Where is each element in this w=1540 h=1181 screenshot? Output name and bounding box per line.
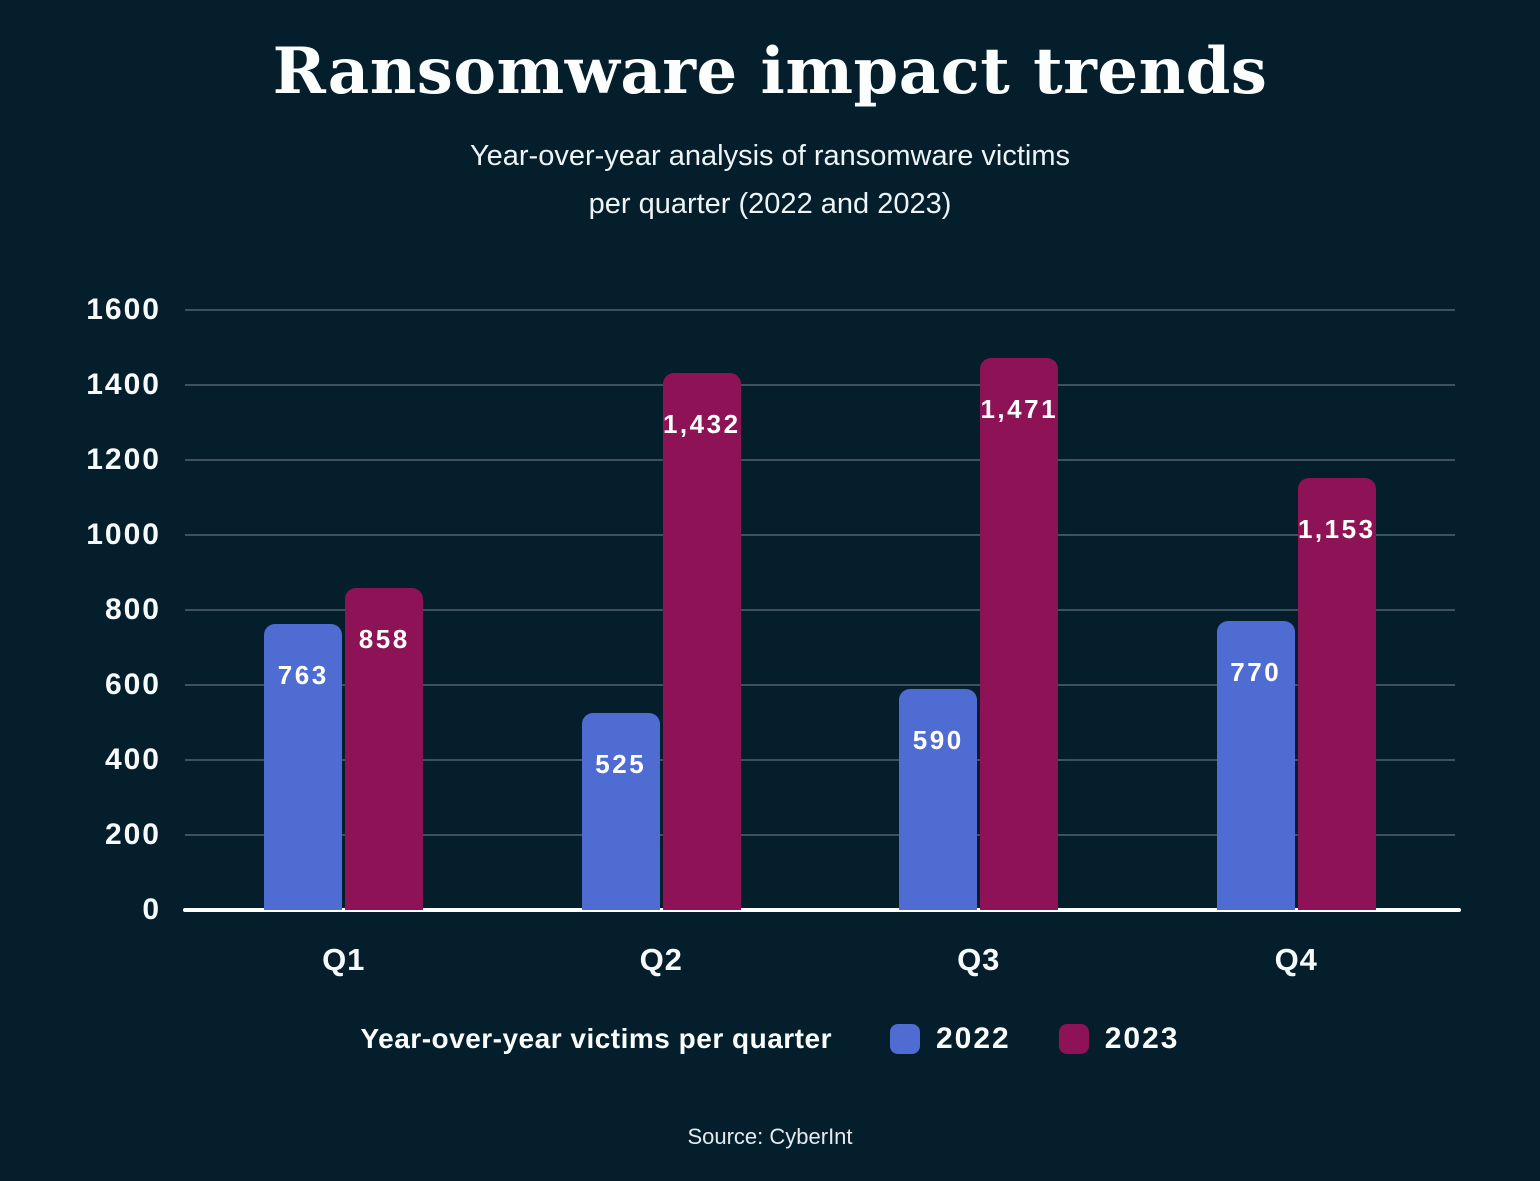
x-axis-label-q1: Q1 xyxy=(322,942,366,977)
gridline-1000 xyxy=(185,534,1455,536)
bar-q1-2022: 763 xyxy=(264,623,343,910)
subtitle-line-2: per quarter (2022 and 2023) xyxy=(588,188,952,220)
bar-value-label-q2-2023: 1,432 xyxy=(662,409,741,439)
gridline-1600 xyxy=(185,309,1455,311)
legend: Year-over-year victims per quarter 2022 2… xyxy=(0,1022,1540,1056)
bar-q3-2022: 590 xyxy=(899,688,978,910)
bar-q1-2023: 858 xyxy=(345,588,424,910)
legend-caption: Year-over-year victims per quarter xyxy=(360,1023,832,1054)
gridline-1200 xyxy=(185,459,1455,461)
x-axis-label-q3: Q3 xyxy=(957,942,1001,977)
legend-item-2023: 2023 xyxy=(1058,1022,1180,1056)
x-axis-label-q2: Q2 xyxy=(639,942,683,977)
bar-q4-2023: 1,153 xyxy=(1297,477,1376,910)
legend-label-2023: 2023 xyxy=(1104,1022,1180,1055)
bar-q3-2023: 1,471 xyxy=(980,358,1059,910)
bar-value-label-q3-2023: 1,471 xyxy=(980,394,1059,425)
chart-subtitle: Year-over-year analysis of ransomware vi… xyxy=(0,132,1540,228)
gridline-1400 xyxy=(185,384,1455,386)
gridline-400 xyxy=(185,759,1455,761)
bar-value-label-q1-2022: 763 xyxy=(277,659,329,690)
subtitle-line-1: Year-over-year analysis of ransomware vi… xyxy=(469,140,1071,172)
bar-value-label-q1-2023: 858 xyxy=(358,624,410,655)
y-axis-tick-1600: 1600 xyxy=(86,293,161,326)
source-credit: Source: CyberInt xyxy=(687,1124,853,1149)
legend-swatch-2022 xyxy=(889,1024,920,1054)
y-axis-tick-0: 0 xyxy=(142,893,161,926)
bar-q2-2023: 1,432 xyxy=(662,373,741,910)
legend-swatch-2023 xyxy=(1058,1024,1089,1054)
y-axis-tick-1000: 1000 xyxy=(86,518,161,551)
x-axis-line xyxy=(183,908,1461,912)
bar-q4-2022: 770 xyxy=(1216,621,1295,910)
y-axis-tick-400: 400 xyxy=(104,743,161,776)
gridline-600 xyxy=(185,684,1455,686)
gridline-800 xyxy=(185,609,1455,611)
bar-value-label-q2-2022: 525 xyxy=(595,749,647,780)
y-axis-tick-200: 200 xyxy=(104,818,161,851)
bar-value-label-q4-2023: 1,153 xyxy=(1297,513,1376,544)
bar-value-label-q3-2022: 590 xyxy=(912,724,964,755)
legend-items: 2022 2023 xyxy=(889,1022,1180,1056)
legend-label-2022: 2022 xyxy=(935,1022,1011,1055)
y-axis-tick-1400: 1400 xyxy=(86,368,161,401)
bar-q2-2022: 525 xyxy=(581,713,660,910)
gridline-200 xyxy=(185,834,1455,836)
y-axis-tick-800: 800 xyxy=(104,593,161,626)
x-axis-label-q4: Q4 xyxy=(1274,942,1318,977)
page-title: Ransomware impact trends xyxy=(272,34,1268,109)
bar-value-label-q4-2022: 770 xyxy=(1230,657,1282,688)
legend-item-2022: 2022 xyxy=(889,1022,1011,1056)
y-axis-tick-1200: 1200 xyxy=(86,443,161,476)
y-axis-tick-600: 600 xyxy=(104,668,161,701)
plot-area: 0 200 400 600 800 1000 1200 1400 1600 763 858 Q1 525… xyxy=(86,293,1461,977)
